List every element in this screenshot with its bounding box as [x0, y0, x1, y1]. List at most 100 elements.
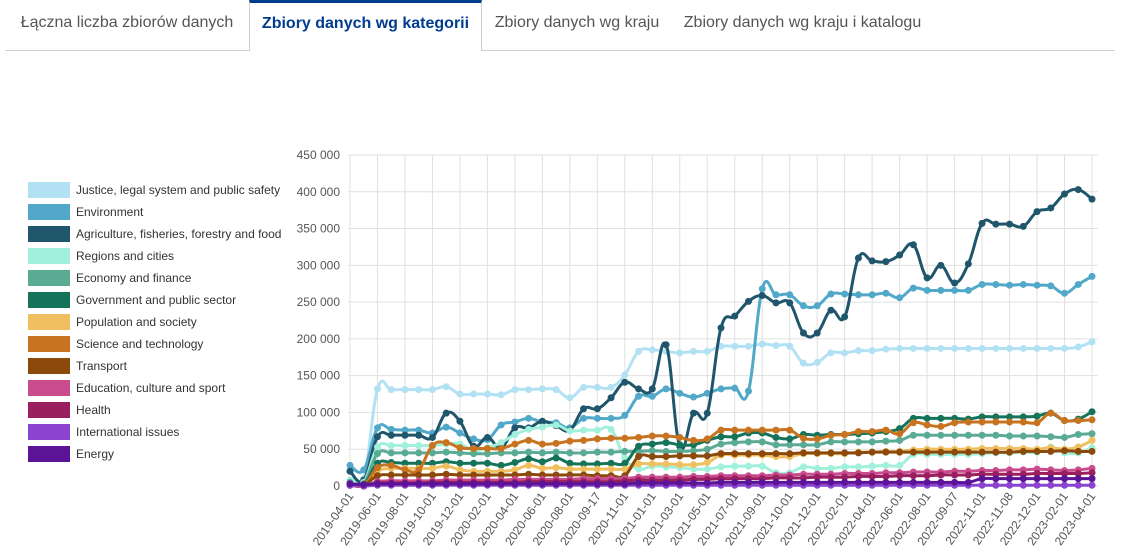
- legend-item[interactable]: Government and public sector: [28, 292, 236, 308]
- data-point[interactable]: [1019, 418, 1027, 426]
- data-point[interactable]: [744, 462, 752, 470]
- series-12[interactable]: [346, 475, 1096, 489]
- data-point[interactable]: [373, 472, 381, 480]
- data-point[interactable]: [1088, 475, 1096, 483]
- data-point[interactable]: [937, 344, 945, 352]
- data-point[interactable]: [593, 414, 601, 422]
- data-point[interactable]: [1074, 481, 1082, 489]
- data-point[interactable]: [978, 481, 986, 489]
- data-point[interactable]: [552, 448, 560, 456]
- data-point[interactable]: [882, 289, 890, 297]
- data-point[interactable]: [744, 342, 752, 350]
- data-point[interactable]: [992, 220, 1000, 228]
- data-point[interactable]: [909, 448, 917, 456]
- data-point[interactable]: [964, 286, 972, 294]
- data-point[interactable]: [758, 438, 766, 446]
- data-point[interactable]: [593, 426, 601, 434]
- data-point[interactable]: [937, 448, 945, 456]
- data-point[interactable]: [992, 418, 1000, 426]
- data-point[interactable]: [648, 385, 656, 393]
- data-point[interactable]: [827, 449, 835, 457]
- data-point[interactable]: [566, 449, 574, 457]
- data-point[interactable]: [387, 425, 395, 433]
- data-point[interactable]: [703, 465, 711, 473]
- data-point[interactable]: [635, 460, 643, 468]
- data-point[interactable]: [428, 433, 436, 441]
- data-point[interactable]: [401, 449, 409, 457]
- tab-total-datasets[interactable]: Łączna liczba zbiorów danych: [20, 14, 234, 31]
- data-point[interactable]: [717, 440, 725, 448]
- data-point[interactable]: [978, 413, 986, 421]
- data-point[interactable]: [827, 431, 835, 439]
- data-point[interactable]: [978, 280, 986, 288]
- data-point[interactable]: [896, 430, 904, 438]
- data-point[interactable]: [896, 436, 904, 444]
- data-point[interactable]: [909, 344, 917, 352]
- data-point[interactable]: [717, 478, 725, 486]
- legend-item[interactable]: Regions and cities: [28, 248, 174, 264]
- data-point[interactable]: [690, 436, 698, 444]
- data-point[interactable]: [401, 386, 409, 394]
- data-point[interactable]: [676, 479, 684, 487]
- data-point[interactable]: [456, 417, 464, 425]
- data-point[interactable]: [428, 449, 436, 457]
- data-point[interactable]: [1019, 481, 1027, 489]
- data-point[interactable]: [1006, 475, 1014, 483]
- data-point[interactable]: [1033, 412, 1041, 420]
- data-point[interactable]: [690, 452, 698, 460]
- data-point[interactable]: [1019, 222, 1027, 230]
- data-point[interactable]: [703, 479, 711, 487]
- data-point[interactable]: [923, 274, 931, 282]
- data-point[interactable]: [497, 480, 505, 488]
- data-point[interactable]: [483, 390, 491, 398]
- data-point[interactable]: [909, 472, 917, 480]
- data-point[interactable]: [676, 433, 684, 441]
- data-point[interactable]: [854, 472, 862, 480]
- data-point[interactable]: [552, 439, 560, 447]
- data-point[interactable]: [1033, 469, 1041, 477]
- series-0[interactable]: [346, 338, 1096, 486]
- data-point[interactable]: [951, 448, 959, 456]
- data-point[interactable]: [456, 449, 464, 457]
- data-point[interactable]: [621, 434, 629, 442]
- data-point[interactable]: [648, 440, 656, 448]
- data-point[interactable]: [1019, 475, 1027, 483]
- data-point[interactable]: [1047, 447, 1055, 455]
- data-point[interactable]: [387, 471, 395, 479]
- data-point[interactable]: [882, 345, 890, 353]
- data-point[interactable]: [868, 462, 876, 470]
- data-point[interactable]: [1033, 481, 1041, 489]
- data-point[interactable]: [799, 449, 807, 457]
- data-point[interactable]: [731, 433, 739, 441]
- data-point[interactable]: [648, 447, 656, 455]
- data-point[interactable]: [923, 472, 931, 480]
- legend-item[interactable]: Justice, legal system and public safety: [28, 182, 280, 198]
- data-point[interactable]: [813, 302, 821, 310]
- data-point[interactable]: [442, 448, 450, 456]
- data-point[interactable]: [525, 425, 533, 433]
- data-point[interactable]: [511, 449, 519, 457]
- legend-item[interactable]: International issues: [28, 424, 179, 440]
- data-point[interactable]: [538, 464, 546, 472]
- data-point[interactable]: [799, 434, 807, 442]
- data-point[interactable]: [456, 429, 464, 437]
- data-point[interactable]: [497, 391, 505, 399]
- data-point[interactable]: [662, 447, 670, 455]
- data-point[interactable]: [621, 480, 629, 488]
- data-point[interactable]: [442, 383, 450, 391]
- data-point[interactable]: [896, 461, 904, 469]
- data-point[interactable]: [593, 480, 601, 488]
- data-point[interactable]: [799, 441, 807, 449]
- data-point[interactable]: [827, 464, 835, 472]
- data-point[interactable]: [744, 450, 752, 458]
- data-point[interactable]: [813, 435, 821, 443]
- data-point[interactable]: [538, 480, 546, 488]
- data-point[interactable]: [731, 312, 739, 320]
- data-point[interactable]: [703, 409, 711, 417]
- data-point[interactable]: [401, 442, 409, 450]
- data-point[interactable]: [813, 329, 821, 337]
- data-point[interactable]: [992, 481, 1000, 489]
- data-point[interactable]: [937, 431, 945, 439]
- data-point[interactable]: [717, 426, 725, 434]
- data-point[interactable]: [662, 439, 670, 447]
